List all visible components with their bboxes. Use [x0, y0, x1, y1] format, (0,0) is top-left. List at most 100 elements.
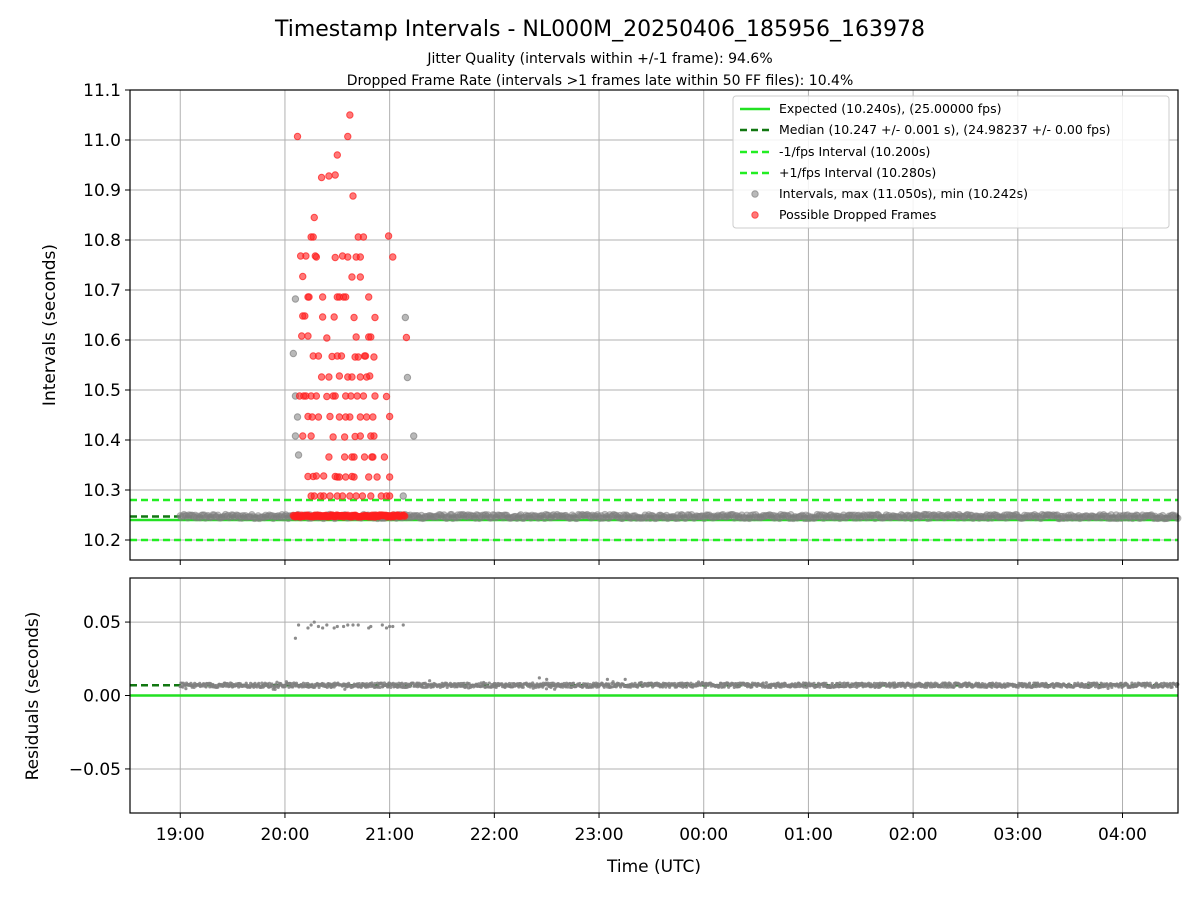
residuals-y-axis-label: Residuals (seconds) [23, 612, 43, 781]
dropped-frame-point [385, 412, 394, 421]
intervals-y-tick-label: 10.4 [83, 431, 121, 451]
dropped-frame-point [347, 392, 355, 400]
intervals-outlier-point [410, 432, 418, 440]
dropped-frame-point [305, 293, 313, 301]
dropped-frame-point [353, 392, 361, 400]
residual-point [378, 685, 382, 689]
residuals-points [178, 620, 1180, 691]
legend-expected-label: Expected (10.240s), (25.00000 fps) [779, 101, 1001, 116]
legend-median-label: Median (10.247 +/- 0.001 s), (24.98237 +… [779, 122, 1110, 137]
residual-outlier-point [605, 677, 610, 681]
dropped-frame-point [314, 352, 323, 360]
intervals-outlier-point [401, 313, 410, 322]
residual-point [380, 681, 384, 685]
dropped-frame-point [314, 413, 323, 421]
dropped-frame-point [358, 492, 367, 500]
dropped-frame-point [385, 492, 394, 500]
intervals-y-tick-label: 10.8 [83, 231, 121, 251]
dropped-frame-point [340, 453, 349, 461]
intervals-axes-frame [129, 89, 1179, 561]
intervals-y-tick-label: 10.6 [83, 331, 121, 351]
dropped-frame-point [350, 473, 358, 481]
dropped-frame-point [361, 352, 370, 360]
dropped-frame-point [312, 472, 321, 480]
dropped-frame-point [310, 492, 318, 500]
dropped-frame-point [348, 273, 356, 281]
dropped-frame-point [346, 492, 354, 500]
residuals-y-tick-label: −0.05 [69, 760, 121, 780]
dropped-frame-point [333, 151, 341, 159]
intervals-y-tick-label: 10.5 [83, 381, 121, 401]
dropped-frame-point [359, 392, 368, 400]
dropped-frame-point [319, 492, 328, 500]
dropped-frame-point [312, 253, 321, 261]
legend-minus-label: -1/fps Interval (10.200s) [779, 144, 930, 159]
dropped-frame-point [389, 253, 397, 261]
dropped-frame-point [304, 332, 312, 340]
residual-point [537, 685, 542, 689]
residual-point [661, 685, 665, 689]
dropped-frame-point [331, 171, 339, 179]
residual-point [570, 685, 574, 689]
residual-point [764, 681, 768, 685]
residual-point [343, 687, 347, 691]
chart-subtitle-dropped: Dropped Frame Rate (intervals >1 frames … [347, 73, 854, 89]
dropped-frame-point [369, 453, 377, 461]
dropped-frame-point [299, 432, 307, 440]
x-tick-label: 20:00 [260, 825, 309, 845]
dropped-frame-point [341, 293, 350, 301]
dropped-frame-point [362, 413, 371, 421]
intervals-outlier-point [293, 413, 302, 421]
dropped-frame-point [369, 413, 377, 421]
residual-point [477, 682, 481, 686]
residual-point [607, 682, 611, 686]
residual-outlier-point [384, 626, 389, 630]
dropped-frame-point [356, 373, 365, 381]
legend: Expected (10.240s), (25.00000 fps) Media… [732, 95, 1170, 229]
dropped-frame-point [312, 392, 321, 400]
residual-point [257, 681, 261, 686]
intervals-y-ticks: 10.2 10.3 10.4 10.5 10.6 10.7 10.8 10.9 11.0 11.1 [83, 81, 130, 551]
residual-point [639, 680, 643, 685]
residual-point [373, 681, 377, 686]
residual-point [1027, 681, 1032, 685]
residual-point [517, 685, 521, 689]
dropped-frame-point [331, 392, 339, 400]
residual-point [521, 685, 525, 689]
residual-point [273, 687, 277, 691]
dropped-frame-point [367, 492, 375, 500]
residual-point [1152, 685, 1157, 689]
dropped-frame-point [348, 373, 356, 381]
dropped-frame-point [337, 352, 346, 360]
chart-subtitle-jitter: Jitter Quality (intervals within +/-1 fr… [426, 51, 772, 67]
legend-intervals-swatch [751, 190, 759, 198]
dropped-frame-point [382, 392, 391, 401]
dropped-frame-point [373, 473, 381, 481]
intervals-y-tick-label: 10.3 [83, 481, 121, 501]
dropped-frame-point [370, 353, 378, 361]
residual-outlier-point [309, 623, 313, 627]
residual-outlier-point [306, 626, 310, 630]
intervals-y-axis-label: Intervals (seconds) [40, 244, 60, 406]
dropped-frame-point [352, 333, 360, 341]
dropped-frame-point [370, 432, 378, 440]
x-tick-label: 00:00 [679, 825, 728, 845]
residual-outlier-point [312, 620, 316, 624]
legend-box [732, 95, 1170, 229]
residual-point [566, 685, 570, 689]
dropped-frame-point [371, 313, 379, 322]
intervals-y-tick-label: 10.7 [83, 281, 121, 301]
residual-point [586, 682, 590, 686]
residual-outlier-point [296, 623, 301, 627]
residual-point [328, 682, 332, 686]
dropped-frame-point [384, 232, 393, 240]
dropped-frame-point [360, 453, 369, 461]
residual-outlier-point [351, 623, 355, 627]
residual-outlier-point [391, 624, 395, 629]
dropped-frame-point [340, 433, 349, 441]
dropped-frame-point [318, 313, 327, 321]
x-axis-label: Time (UTC) [606, 857, 701, 877]
dropped-frame-point [365, 293, 373, 301]
intervals-outlier-point [291, 432, 300, 440]
dropped-frame-point [341, 473, 350, 481]
